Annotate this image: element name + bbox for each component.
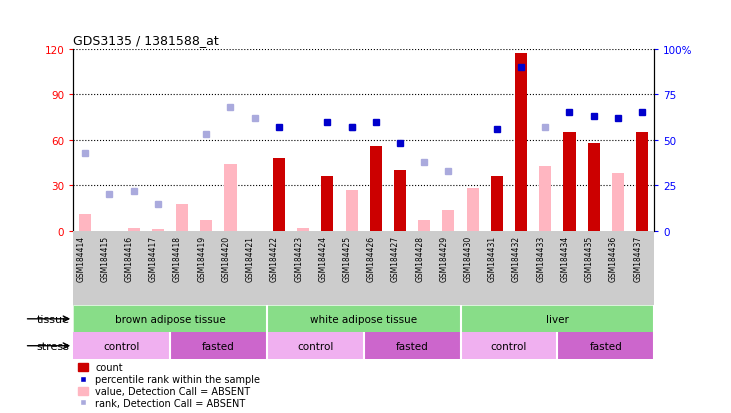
Text: GSM184425: GSM184425 [343,235,352,281]
Text: fasted: fasted [589,341,622,351]
Text: GSM184426: GSM184426 [367,235,376,281]
Bar [461,306,654,332]
Text: fasted: fasted [395,341,428,351]
Text: GSM184421: GSM184421 [246,235,254,281]
Text: GSM184424: GSM184424 [319,235,327,281]
Bar [73,306,267,332]
Bar [564,133,575,231]
Text: GSM184428: GSM184428 [415,235,424,281]
Bar [267,332,363,359]
Text: GSM184435: GSM184435 [585,235,594,281]
Bar [539,166,551,231]
Text: GSM184430: GSM184430 [463,235,473,281]
Text: GSM184431: GSM184431 [488,235,497,281]
Bar [461,332,557,359]
Bar [364,332,461,359]
Bar [200,221,212,231]
Text: GSM184418: GSM184418 [173,235,182,281]
Bar [515,54,527,231]
Bar [394,171,406,231]
Bar [73,332,170,359]
Bar [224,165,237,231]
Bar [152,230,164,231]
Bar [267,306,461,332]
Bar [297,228,309,231]
Bar [79,215,91,231]
Text: GSM184429: GSM184429 [439,235,448,281]
Text: GSM184423: GSM184423 [294,235,303,281]
Text: GSM184415: GSM184415 [100,235,110,281]
Bar [170,332,267,359]
Bar [557,332,654,359]
Text: GDS3135 / 1381588_at: GDS3135 / 1381588_at [73,34,219,47]
Bar [491,177,503,231]
Bar [128,228,140,231]
Text: GSM184417: GSM184417 [149,235,158,281]
Bar [418,221,431,231]
Legend: count, percentile rank within the sample, value, Detection Call = ABSENT, rank, : count, percentile rank within the sample… [78,363,260,408]
Text: control: control [103,341,140,351]
Text: GSM184419: GSM184419 [197,235,206,281]
Text: tissue: tissue [37,314,69,324]
Text: GSM184437: GSM184437 [633,235,642,281]
Text: GSM184420: GSM184420 [221,235,230,281]
Text: GSM184416: GSM184416 [125,235,134,281]
Bar [176,204,188,231]
Text: GSM184414: GSM184414 [76,235,86,281]
Text: control: control [491,341,527,351]
Text: GSM184422: GSM184422 [270,235,279,281]
Text: GSM184433: GSM184433 [537,235,545,281]
Bar [346,190,357,231]
Text: control: control [297,341,333,351]
Text: white adipose tissue: white adipose tissue [310,314,417,324]
Text: GSM184427: GSM184427 [391,235,400,281]
Text: GSM184436: GSM184436 [609,235,618,281]
Text: GSM184432: GSM184432 [512,235,521,281]
Bar [442,210,455,231]
Bar [466,189,479,231]
Text: liver: liver [546,314,569,324]
Bar [322,177,333,231]
Text: brown adipose tissue: brown adipose tissue [115,314,225,324]
Bar [588,143,599,231]
Bar [370,147,382,231]
Text: fasted: fasted [202,341,235,351]
Text: GSM184434: GSM184434 [561,235,569,281]
Text: stress: stress [37,341,69,351]
Bar [636,133,648,231]
Bar [273,159,285,231]
Bar [612,174,624,231]
